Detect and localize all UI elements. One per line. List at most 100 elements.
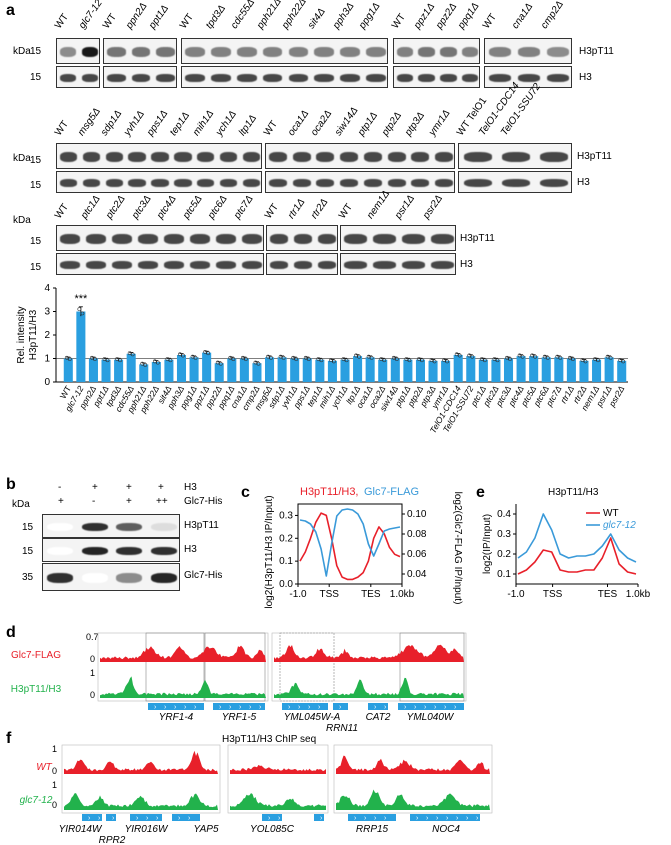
panel-f-genome-tracks: H3pT11/H3 ChIP seq WT glc7-12 1 0 1 0 › › › › › › › › ›… <box>20 734 493 845</box>
data-point <box>482 358 487 363</box>
gene-arrow: › <box>466 815 469 822</box>
blot-band <box>112 234 132 244</box>
gene-arrow: › <box>414 704 417 711</box>
blot-band <box>435 179 454 187</box>
data-point <box>407 358 412 363</box>
blot-panel <box>56 66 100 88</box>
blot-band <box>547 47 570 57</box>
blot-band <box>340 47 360 57</box>
blot-band <box>128 179 146 187</box>
blot-band <box>340 74 360 82</box>
blot-panel <box>181 38 388 64</box>
data-point <box>344 358 349 363</box>
mw-15: 15 <box>30 72 42 83</box>
scale-label: 0.7 <box>86 632 99 642</box>
y-tick-label: 3 <box>44 307 50 318</box>
panel-a-label: a <box>6 2 15 19</box>
gene-arrow: › <box>354 815 357 822</box>
data-point <box>545 355 550 360</box>
lane-label: ptc1Δ <box>78 193 103 221</box>
blot-panel <box>340 225 456 251</box>
bar <box>214 363 224 382</box>
highlight-box <box>279 632 335 702</box>
blot-band <box>60 261 80 269</box>
blot-panel <box>103 38 177 64</box>
panel-c-label: c <box>241 484 250 501</box>
data-point <box>105 358 110 363</box>
blot-band <box>59 152 78 162</box>
blot-panel <box>56 253 264 275</box>
blot-band <box>59 179 78 187</box>
bar <box>428 360 438 382</box>
lane-label: WT <box>52 201 71 221</box>
bar <box>227 358 237 382</box>
gene-label: YML040W <box>407 712 455 723</box>
data-point <box>583 359 588 364</box>
blot-band <box>418 47 435 57</box>
h3pt11-label: H3pT11 <box>577 151 612 162</box>
lane-label: cna1Δ <box>509 1 536 32</box>
blot-band <box>402 261 425 269</box>
blot-band <box>547 74 570 82</box>
scale-label: 1 <box>52 780 57 790</box>
h3pt11-label: H3pT11 <box>460 233 495 244</box>
blot-band <box>106 74 126 82</box>
blot-band <box>164 261 184 269</box>
track-label-h3pt11: H3pT11/H3 <box>11 684 62 695</box>
blot-band <box>292 179 311 187</box>
y-tick-label: 0 <box>44 377 50 388</box>
bar <box>353 356 363 382</box>
panel-e-metagene-chart: H3pT11/H3 0.1 0.2 0.3 0.4 -1.0 TSS TES 1.0kb WTgl… <box>482 487 651 600</box>
blot-band <box>116 572 143 584</box>
lane-label: WT <box>480 11 499 31</box>
gene-small <box>314 814 324 821</box>
bar <box>202 352 212 382</box>
data-point <box>231 357 236 361</box>
blot-band <box>150 522 177 532</box>
bar <box>415 359 425 382</box>
lane-label: tep1Δ <box>167 110 193 138</box>
blot-band <box>501 179 531 187</box>
lane-label: WT <box>177 11 196 31</box>
bar <box>252 363 262 382</box>
blot-band <box>197 179 215 187</box>
data-point <box>382 358 387 363</box>
bar <box>265 357 275 382</box>
blot-band <box>59 74 77 82</box>
lane-label: msg5Δ <box>75 106 103 138</box>
gene-arrow: › <box>374 704 377 711</box>
blot-band <box>185 74 205 82</box>
lane-label: sit4Δ <box>305 6 328 32</box>
bar <box>453 354 463 382</box>
h3-sign: + <box>158 482 164 493</box>
gene-arrow: › <box>188 815 191 822</box>
y2-tick-label: 0.06 <box>407 549 427 560</box>
y2-tick-label: 0.10 <box>407 509 427 520</box>
gene-yir016w <box>130 814 162 821</box>
blot-band <box>116 522 143 532</box>
wt-signal <box>336 755 490 774</box>
gene-arrow: › <box>154 704 157 711</box>
blot-band <box>47 546 74 556</box>
blot-band <box>517 74 541 82</box>
blot-band <box>488 47 511 57</box>
blot-band <box>105 179 123 187</box>
bar <box>315 359 325 382</box>
track-frame <box>271 632 467 702</box>
lane-label: ptc6Δ <box>205 193 230 221</box>
gene-cat2 <box>368 703 388 710</box>
bar <box>529 356 539 382</box>
mw-15: 15 <box>30 46 42 57</box>
glc7-12-signal <box>336 789 490 810</box>
blot-band <box>164 234 184 244</box>
lane-label: sdp1Δ <box>98 108 125 138</box>
gene-arrow: › <box>444 704 447 711</box>
h3pt11-signal <box>274 677 464 698</box>
blot-band <box>210 47 231 57</box>
y-axis-label-right: log2(Glc7-FLAG IP/Input) <box>452 492 463 605</box>
blot-band <box>501 152 531 162</box>
gene-arrow: › <box>308 704 311 711</box>
h3pt11-signal <box>100 676 266 698</box>
blot-band <box>435 152 454 162</box>
